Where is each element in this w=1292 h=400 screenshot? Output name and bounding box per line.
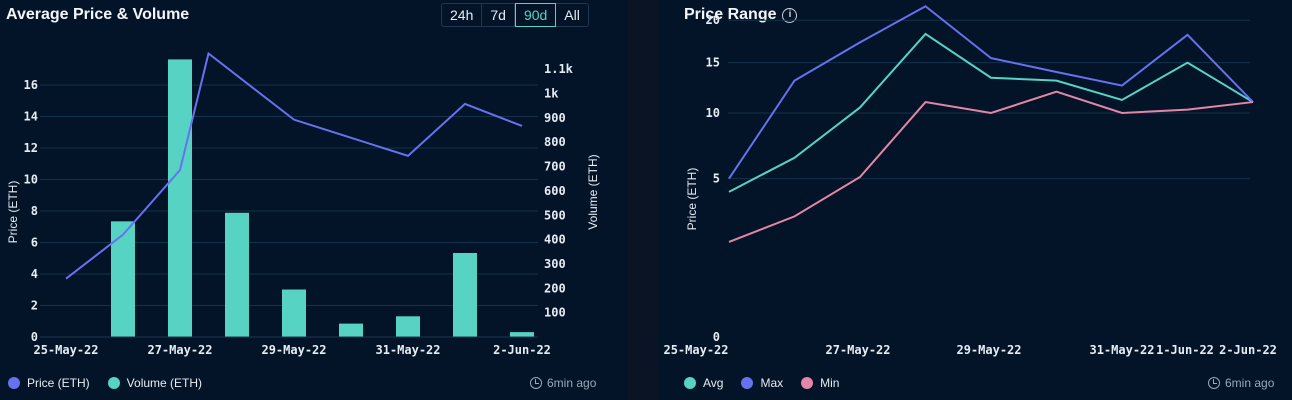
price-range-chart: 0 5 10 15 20 25-May-22 27-May-22 29-May-22 31-Ma… — [663, 5, 1277, 357]
legend-label: Volume (ETH) — [126, 376, 203, 390]
y-right-tick-label: 900 — [544, 111, 566, 125]
x-tick-label: 25-May-22 — [33, 343, 98, 357]
series-line-max — [728, 5, 1254, 180]
tab-90d[interactable]: 90d — [514, 3, 557, 27]
y-right-axis-label: Volume (ETH) — [586, 154, 600, 229]
price-line — [65, 51, 523, 280]
y-tick-label: 6 — [31, 236, 38, 250]
tab-24h[interactable]: 24h — [442, 4, 483, 26]
x-tick-label: 1-Jun-22 — [1156, 343, 1214, 357]
legend-item-price[interactable]: Price (ETH) — [8, 376, 90, 390]
panel-title: Average Price & Volume — [6, 6, 190, 23]
last-updated: 6min ago — [1208, 376, 1274, 390]
x-tick-label: 27-May-22 — [147, 343, 212, 357]
y-tick-label: 14 — [24, 110, 38, 124]
x-tick-label: 31-May-22 — [375, 343, 440, 357]
x-tick-label: 27-May-22 — [825, 343, 890, 357]
price-swatch-icon — [8, 377, 20, 389]
y-right-tick-label: 500 — [544, 208, 566, 222]
updated-text: 6min ago — [547, 376, 597, 390]
legend-item-avg[interactable]: Avg — [684, 376, 723, 390]
y-tick-label: 15 — [706, 56, 720, 70]
y-tick-label: 2 — [31, 299, 38, 313]
x-tick-label: 29-May-22 — [956, 343, 1021, 357]
x-tick-label: 2-Jun-22 — [493, 343, 551, 357]
y-tick-label: 16 — [24, 78, 38, 92]
y-axis-label: Price (ETH) — [685, 168, 699, 231]
y-right-tick-label: 800 — [544, 135, 566, 149]
updated-text: 6min ago — [1225, 376, 1275, 390]
y-tick-label: 0 — [31, 330, 38, 344]
y-tick-label: 10 — [706, 106, 720, 120]
volume-bar — [510, 332, 534, 337]
legend-label: Avg — [703, 376, 724, 390]
volume-bar — [168, 59, 192, 337]
y-right-tick-label: 400 — [544, 233, 566, 247]
series-line-avg — [728, 32, 1254, 193]
tab-all[interactable]: All — [564, 7, 580, 23]
legend-label: Min — [820, 376, 840, 390]
clock-icon — [530, 377, 542, 389]
volume-bar — [453, 252, 477, 337]
y-tick-label: 8 — [31, 204, 38, 218]
y-right-tick-label: 600 — [544, 184, 566, 198]
volume-bar — [396, 316, 420, 337]
chart-legend: Avg Max Min — [684, 376, 839, 390]
legend-label: Max — [760, 376, 784, 390]
y-tick-label: 5 — [713, 172, 720, 186]
y-tick-label: 12 — [24, 141, 38, 155]
y-right-tick-label: 100 — [544, 306, 566, 320]
time-range-tabs: 24h 7d 90d All — [441, 3, 589, 27]
x-tick-label: 29-May-22 — [261, 343, 326, 357]
clock-icon — [1208, 377, 1220, 389]
x-tick-label: 31-May-22 — [1089, 343, 1154, 357]
tab-7d[interactable]: 7d — [482, 4, 515, 26]
volume-swatch-icon — [107, 377, 120, 389]
price-range-panel: Price Range i 0 5 10 15 20 25-May-22 27-May-22… — [658, 0, 1292, 400]
y-right-tick-label: 1k — [544, 87, 559, 101]
x-tick-label: 25-May-22 — [663, 343, 728, 357]
y-right-tick-label: 200 — [544, 281, 566, 295]
last-updated: 6min ago — [530, 376, 596, 390]
legend-item-max[interactable]: Max — [741, 376, 783, 390]
avg-swatch-icon — [684, 377, 696, 389]
panel-title-row: Price Range i — [684, 6, 798, 24]
panel-title: Price Range — [684, 6, 777, 23]
legend-label: Price (ETH) — [27, 376, 90, 390]
y-tick-label: 0 — [713, 330, 720, 344]
info-icon[interactable]: i — [782, 7, 798, 23]
volume-bar — [111, 221, 135, 337]
series-line-min — [728, 90, 1254, 243]
y-right-tick-label: 300 — [544, 257, 566, 271]
y-right-tick-label: 700 — [544, 160, 566, 174]
y-tick-label: 10 — [24, 173, 38, 187]
y-tick-label: 4 — [31, 267, 38, 281]
max-swatch-icon — [741, 377, 754, 389]
y-axis-label: Price (ETH) — [6, 181, 20, 244]
chart-legend: Price (ETH) Volume (ETH) — [8, 376, 202, 390]
min-swatch-icon — [801, 377, 814, 389]
volume-bar — [282, 289, 306, 337]
y-tick-label: 20 — [706, 13, 720, 27]
price-volume-chart: 0 2 4 6 8 10 12 14 16 100 200 300 400 500 600 700 800 900… — [6, 51, 600, 357]
legend-item-min[interactable]: Min — [801, 376, 839, 390]
legend-item-volume[interactable]: Volume (ETH) — [107, 376, 203, 390]
x-tick-label: 2-Jun-22 — [1219, 343, 1277, 357]
y-right-tick-label: 1.1k — [544, 62, 574, 76]
volume-bar — [339, 323, 363, 337]
volume-bar — [225, 212, 249, 337]
